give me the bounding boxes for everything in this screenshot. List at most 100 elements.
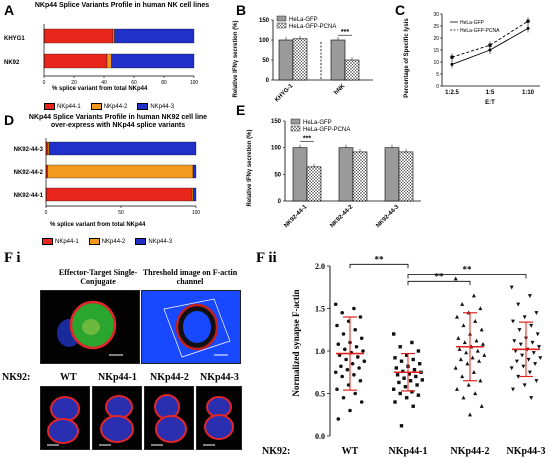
bar-khyg-1-0: [278, 39, 294, 81]
legend-hela-gfp-pcna: HeLa-GFP-PCNA: [460, 28, 500, 34]
data-point: [354, 344, 359, 349]
legend-nkp44-2-swatch: [90, 103, 102, 110]
data-point: [474, 338, 479, 343]
panel-a-cat-0: KHYG1: [4, 36, 25, 42]
legend-swatch-hela-gfp: [290, 118, 301, 125]
panel-d-xlabel: % splice variant from total NKp44: [50, 222, 146, 228]
y-tick-label: 50: [262, 58, 269, 64]
x-tick-label: 50: [118, 210, 124, 216]
point-hela-gfp: [526, 26, 530, 30]
data-point: [466, 382, 471, 387]
panel-c-label: C: [395, 2, 406, 18]
x-tick-label: 60: [131, 80, 137, 86]
data-point: [520, 353, 525, 358]
legend-d-nkp44-1-swatch: [42, 238, 53, 245]
panel-b-label: B: [236, 2, 247, 18]
bar-segment-nk92-1: [106, 53, 112, 69]
data-point: [456, 336, 461, 340]
data-point: [461, 323, 466, 328]
bar-segment-nk92-44-1-0: [45, 187, 192, 202]
cell-image-wt: [40, 386, 90, 450]
legend-hela-gfp-pcna: HeLa-GFP-PCNA: [303, 127, 350, 133]
bar-segment-nk92-44-1-2: [192, 187, 197, 202]
bar-segment-khyg1-0: [43, 28, 114, 44]
data-point: [477, 359, 482, 363]
fi-cell-label-nkp44-1: NKp44-1: [98, 372, 137, 383]
data-point: [393, 356, 397, 360]
data-point: [341, 332, 346, 336]
bar-khyg-1-1: [292, 38, 308, 81]
data-point: [410, 340, 414, 345]
bar-segment-nk92-2: [111, 53, 195, 69]
data-point: [418, 362, 422, 366]
panel-a-label: A: [4, 2, 15, 18]
data-point: [511, 319, 515, 324]
data-point: [471, 293, 476, 298]
panel-b-ylabel: Relative IFNγ secretion (%): [233, 20, 239, 98]
x-axis-label: E:T: [485, 100, 495, 106]
signif-bracket: [349, 263, 409, 269]
data-point: [411, 357, 415, 362]
data-point: [362, 359, 367, 363]
fi-cell-label-nkp44-2: NKp44-2: [150, 372, 189, 383]
data-point: [405, 396, 409, 400]
data-point: [509, 285, 514, 290]
data-point: [471, 370, 476, 374]
data-point: [529, 396, 534, 400]
panel-e-label: E: [236, 102, 246, 118]
panel-e-ylabel: Relative IFNγ secretion (%): [247, 129, 253, 207]
x-tick-label: NKp44-2: [451, 446, 490, 457]
data-point: [512, 339, 517, 343]
x-tick-label: NK92-44-1: [283, 204, 308, 229]
y-tick-label: 150: [271, 119, 282, 125]
data-point: [356, 355, 360, 359]
data-point: [509, 366, 514, 371]
panel-a-title: NKp44 Splice Variants Profile in human N…: [34, 2, 210, 9]
data-point: [344, 357, 348, 362]
data-point: [399, 424, 404, 428]
fii-ylabel: Normalized synapse F-actin: [291, 289, 301, 397]
signif-bracket: [407, 280, 471, 286]
data-point: [531, 351, 536, 355]
x-tick-label: 1:2.5: [445, 90, 459, 96]
data-point: [357, 366, 361, 370]
data-point: [455, 387, 459, 391]
y-tick-label: 0.0: [315, 432, 325, 441]
legend-d-nkp44-1: NKp44-1: [55, 238, 79, 245]
data-point: [527, 370, 532, 375]
signif-marker: **: [463, 265, 473, 275]
point-hela-gfp-pcna: [450, 55, 454, 59]
signif-marker: **: [375, 254, 385, 264]
x-tick-label: NKp44-3: [507, 446, 546, 457]
data-point: [457, 347, 462, 351]
point-hela-gfp-pcna: [526, 19, 530, 23]
x-tick-label: KHYG-1: [274, 83, 295, 104]
conjugate-cells-graphic: [57, 300, 123, 356]
bar-segment-nk92-44-1-1: [191, 187, 194, 202]
bar-segment-nk92-44-3-2: [48, 141, 197, 156]
data-point: [339, 364, 343, 369]
y-tick-label: 0: [278, 199, 282, 205]
threshold-factin-image: [141, 290, 241, 364]
threshold-cells-graphic: [163, 298, 231, 358]
data-point: [361, 349, 365, 353]
data-point: [478, 378, 483, 383]
data-point: [340, 374, 344, 379]
legend-d-nkp44-2-swatch: [88, 238, 100, 245]
data-point: [394, 366, 398, 370]
data-point: [410, 390, 414, 394]
data-point: [407, 372, 411, 376]
data-point: [348, 408, 352, 413]
point-hela-gfp: [488, 48, 492, 52]
data-point: [460, 374, 465, 379]
data-point: [530, 340, 535, 345]
fi-label-effector-target: Effector-Target Single-Conjugate: [58, 268, 138, 286]
bar-nk92-44-1-0: [292, 147, 308, 202]
fi-label-threshold: Threshold image on F-actin channel: [142, 268, 238, 286]
bar-segment-nk92-44-2-1: [47, 164, 194, 179]
y-tick-label: 0.5: [315, 390, 325, 399]
data-point: [516, 374, 521, 379]
y-tick-label: 50: [274, 172, 281, 178]
fi-row-prefix: NK92:: [2, 372, 31, 383]
x-tick-label: 40: [101, 80, 107, 86]
